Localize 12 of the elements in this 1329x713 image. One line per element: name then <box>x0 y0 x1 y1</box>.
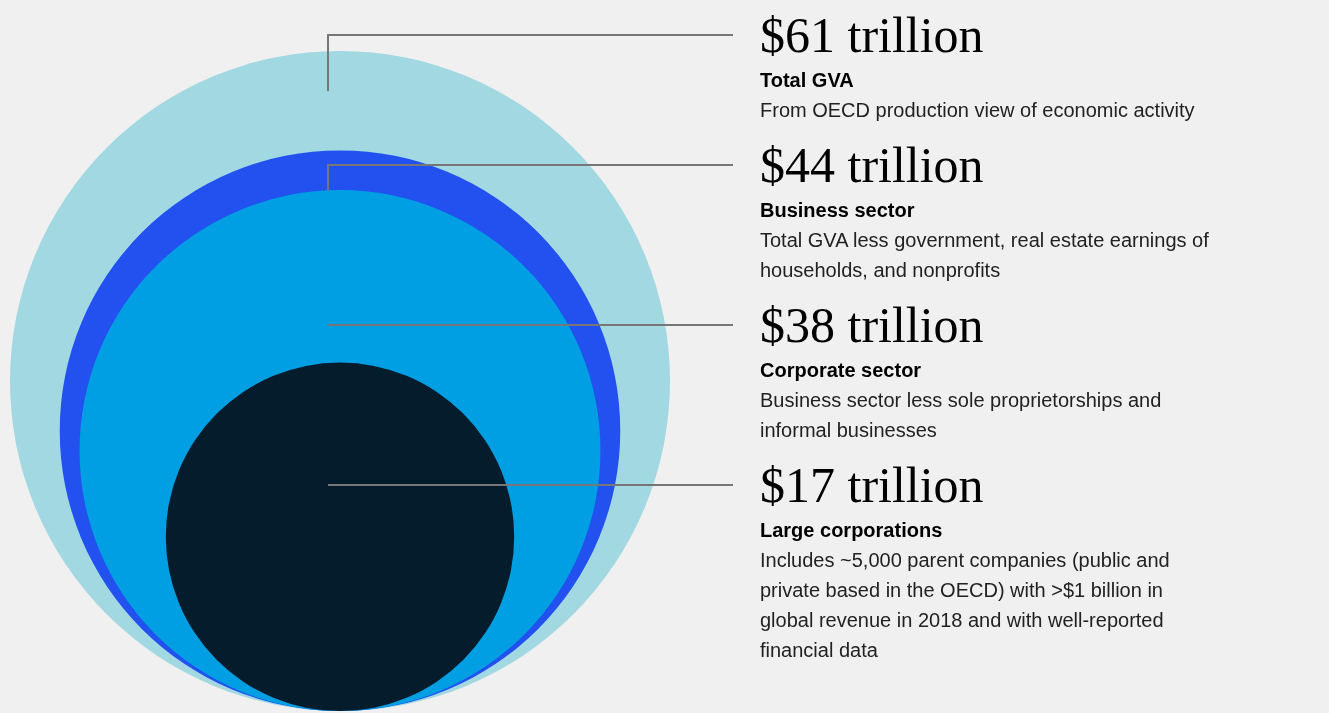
text: From OECD production view of economic activity <box>760 99 1195 121</box>
text: Includes ~5,000 parent companies (public and private based in the OECD) with >$1 billion in global revenue in 2018 and with well-reported financial data <box>760 549 1170 661</box>
category-label: Business sector <box>760 199 915 221</box>
data-label: $61 trillion <box>760 7 984 63</box>
category-label: Corporate sector <box>760 359 922 381</box>
category-label: Total GVA <box>760 69 854 91</box>
text: Total GVA less government, real estate earnings of households, and nonprofits <box>760 229 1210 281</box>
data-label: $17 trillion <box>760 457 984 513</box>
data-label: $44 trillion <box>760 137 984 193</box>
text: Business sector less sole proprietorships and informal businesses <box>760 389 1162 441</box>
data-label: $38 trillion <box>760 297 984 353</box>
category-label: Large corporations <box>760 519 943 541</box>
